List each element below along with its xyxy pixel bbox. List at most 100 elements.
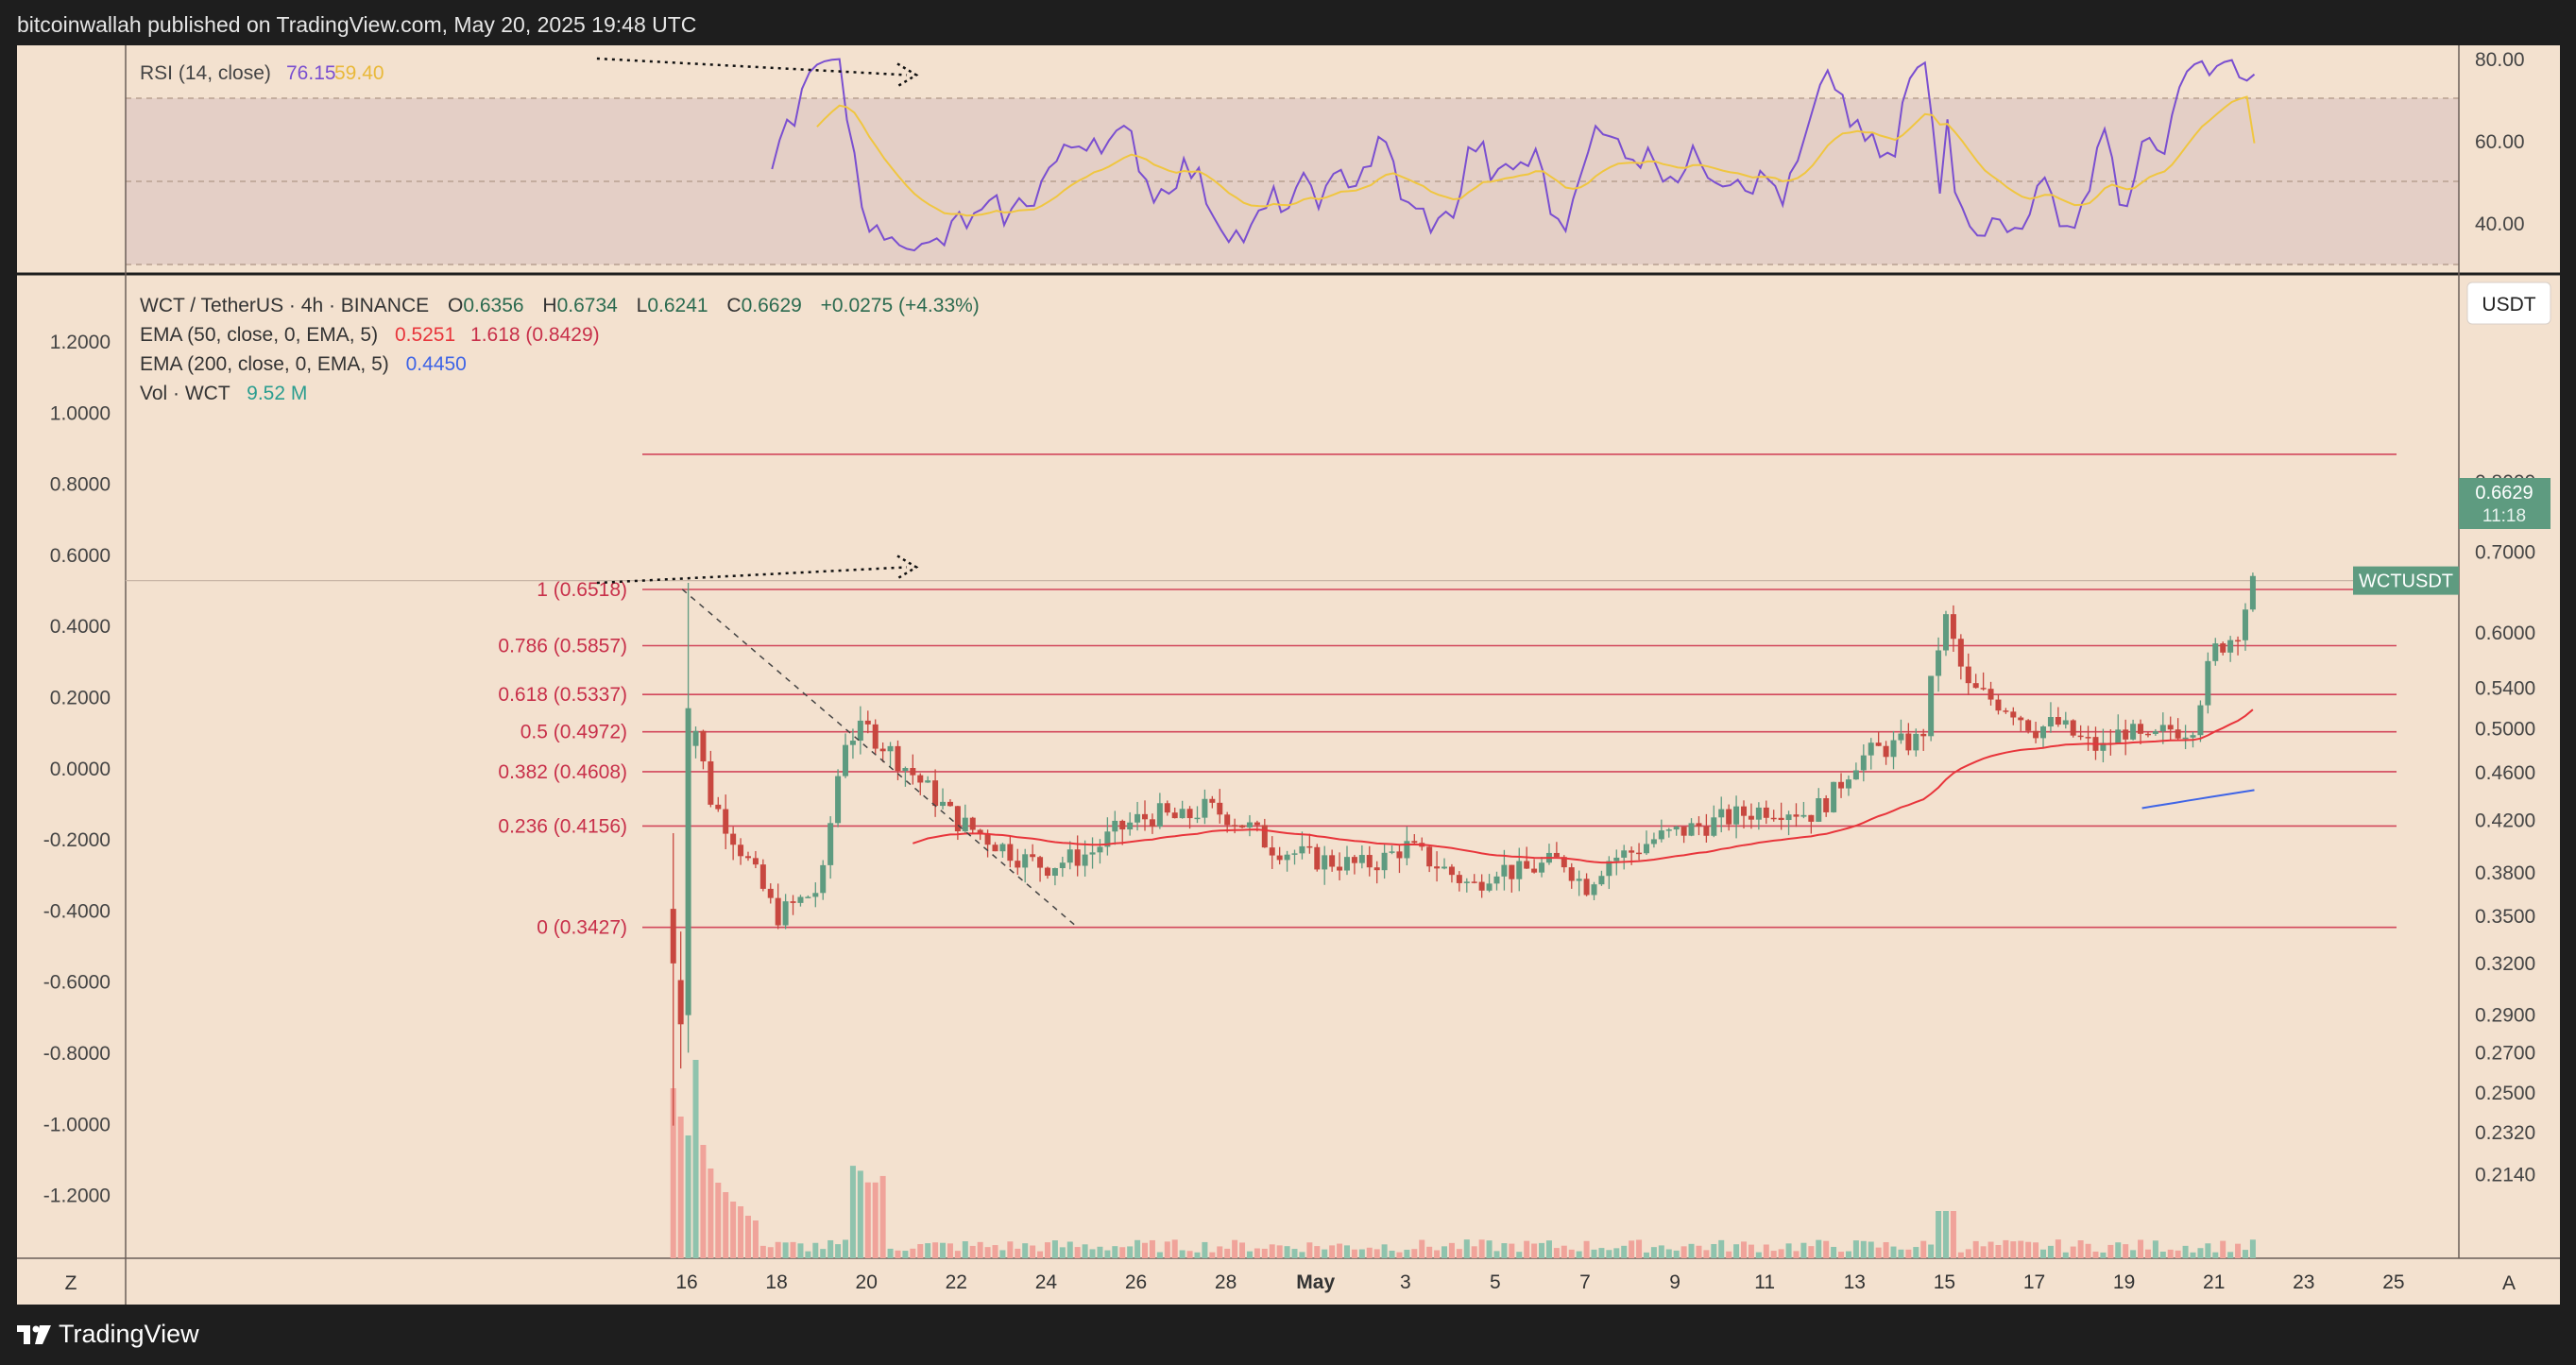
price-tick: 0.3800 [2475,862,2535,884]
candle-body [1711,817,1717,836]
candle-body [932,780,939,807]
candle-body [1030,854,1036,858]
rsi-tick: 60.00 [2475,131,2525,153]
published-bar: bitcoinwallah published on TradingView.c… [0,0,2576,45]
chart-area[interactable]: RSI (14, close) 76.15 59.40 80.00 60.00 … [0,0,2576,1310]
price-tick: 0.4200 [2475,810,2535,832]
candle-body [1650,839,1657,845]
volume-bar [1763,1244,1769,1258]
volume-bar [1733,1244,1740,1258]
volume-bar [1186,1251,1193,1258]
scale-button-a[interactable]: A [2502,1272,2516,1294]
volume-bar [1351,1249,1357,1258]
volume-bar [1463,1239,1470,1258]
volume-bar [1942,1211,1949,1258]
volume-bar [1696,1245,1702,1258]
time-axis[interactable]: 16 18 20 22 24 26 28 May 3 5 7 9 11 13 15 17 19 21 23 25 [675,1271,2404,1293]
candle-body [1748,815,1754,820]
candle-body [708,760,714,805]
volume-bar [1134,1239,1141,1258]
volume-bar [1673,1250,1680,1258]
fib-level-label: 0 (0.3427) [537,917,627,939]
volume-bar [1688,1243,1695,1258]
candle-body [1972,683,1979,689]
candle-body [1800,814,1807,817]
candle-body [1755,807,1762,820]
volume-bar [1448,1242,1455,1258]
volume-bar [797,1243,804,1258]
time-tick: May [1296,1271,1335,1293]
descending-trendline[interactable] [681,589,1079,929]
candle-body [1838,781,1845,789]
candle-body [2062,720,2069,725]
candle-body [1898,733,1904,741]
volume-bar [1957,1252,1964,1258]
volume-bar [1643,1252,1649,1258]
currency-button[interactable] [2466,282,2551,325]
volume-bar [1044,1242,1050,1258]
volume-bar [1194,1252,1201,1258]
volume-bar [1613,1248,1620,1258]
volume-bar [2167,1249,2174,1258]
volume-bar [1568,1249,1575,1258]
left-tick: 0.6000 [50,545,111,567]
candle-body [1343,857,1350,871]
candle-body [1358,855,1365,863]
volume-bar [1913,1247,1919,1258]
fib-level-label: 0.618 (0.5337) [498,684,627,706]
candle-body [2249,575,2256,610]
volume-bar [692,1060,699,1258]
candle-body [1696,823,1702,827]
volume-bar [1276,1245,1283,1258]
time-tick: 16 [675,1271,697,1293]
candle-body [2190,735,2196,738]
volume-bar [2175,1250,2181,1258]
volume-bar [1516,1252,1523,1258]
candle-body [1852,770,1859,780]
candle-body [1322,855,1328,870]
price-tick: 0.5400 [2475,678,2535,700]
volume-value: 9.52 M [247,383,307,404]
left-axis: 1.2000 1.0000 0.8000 0.6000 0.4000 0.2000 0.00… [43,332,111,1207]
volume-bar [1553,1248,1560,1258]
volume-bar [1066,1241,1073,1258]
candle-body [2152,731,2158,734]
volume-bar [1202,1241,1208,1258]
volume-bar [895,1250,901,1258]
volume-bar [1411,1249,1418,1258]
left-tick: 0.8000 [50,474,111,496]
candle-body [1845,779,1851,789]
volume-bar [700,1145,707,1258]
swing-high-line[interactable] [596,566,908,585]
currency-button-label: USDT [2482,294,2535,316]
scale-button-z[interactable]: Z [65,1272,77,1294]
candle-body [1598,876,1605,885]
candle-body [2159,725,2166,732]
volume-bar [2190,1252,2196,1258]
candle-body [730,833,737,845]
candle-body [1531,868,1538,873]
fib-retracement[interactable]: 1 (0.6518) 0.786 (0.5857) 0.618 (0.5337) 0.… [498,579,2397,939]
volume-bar [1583,1240,1590,1258]
time-tick: 19 [2113,1271,2135,1293]
volume-bar [2092,1251,2099,1258]
volume-bar [1726,1251,1732,1258]
symbol-badge-label: WCTUSDT [2359,572,2453,592]
candle-body [872,724,879,749]
volume-bar [1156,1252,1163,1258]
left-tick: 1.2000 [50,332,111,353]
candle-body [1816,798,1822,822]
volume-bar [2182,1245,2189,1258]
volume-bar [1246,1251,1253,1258]
candle-body [2070,720,2076,736]
volume-bar [1778,1249,1784,1258]
volume-bar [1539,1242,1545,1258]
volume-bar [1576,1251,1582,1258]
time-tick: 22 [946,1271,967,1293]
rsi-legend-label: RSI (14, close) [140,62,271,84]
candle-body [1875,742,1882,746]
svg-text:WCT / TetherUS · 4h · BINANCE: WCT / TetherUS · 4h · BINANCE O0.6356 H0… [140,295,980,316]
candle-body [1404,841,1410,859]
volume-bar [812,1242,819,1258]
candle-body [759,864,766,889]
